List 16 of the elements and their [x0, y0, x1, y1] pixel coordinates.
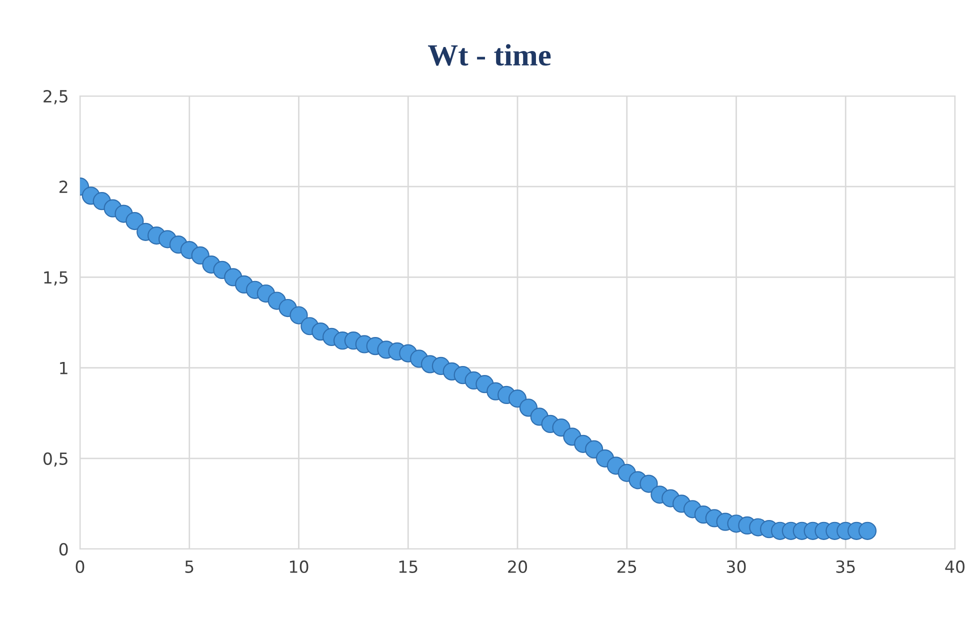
y-tick-label: 0	[59, 542, 68, 556]
y-tick-label: 2,5	[44, 90, 68, 104]
x-tick-label: 30	[726, 560, 746, 574]
x-tick-label: 40	[945, 560, 964, 574]
y-tick-label: 1	[60, 362, 68, 374]
x-tick-label: 25	[617, 560, 636, 574]
x-tick-label: 15	[399, 560, 418, 574]
x-tick-label: 0	[76, 560, 84, 574]
x-tick-label: 10	[290, 560, 308, 574]
x-tick-label: 5	[185, 560, 194, 574]
y-tick-label: 2	[60, 180, 68, 193]
y-tick-label: 0,5	[43, 452, 68, 467]
x-tick-label: 35	[836, 560, 855, 574]
chart-title: Wt - time	[428, 44, 551, 66]
y-tick-label: 1,5	[44, 271, 68, 286]
x-tick-label: 20	[508, 560, 527, 574]
